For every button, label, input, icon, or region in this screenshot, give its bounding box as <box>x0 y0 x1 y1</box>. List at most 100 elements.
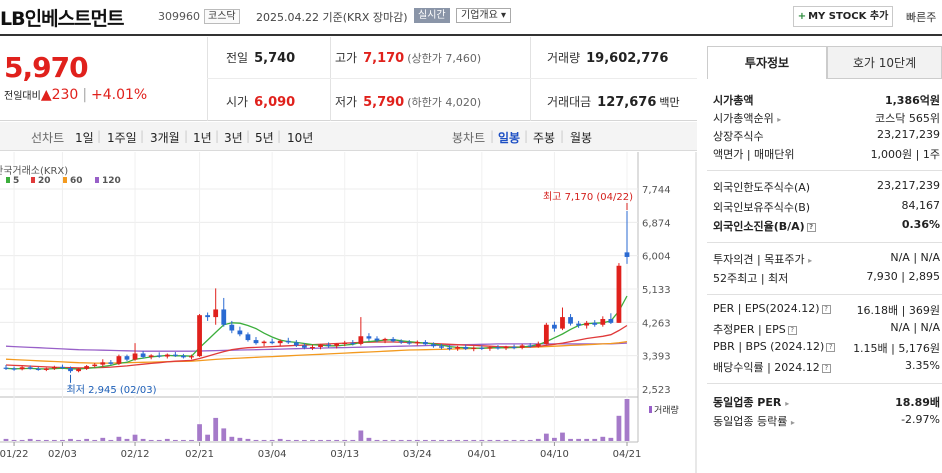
volume-bar <box>293 439 299 441</box>
period-3y[interactable]: 3년 <box>224 131 243 145</box>
candle-body <box>414 341 420 344</box>
volume-bar <box>543 433 549 441</box>
legend-label: 60 <box>70 176 83 186</box>
x-tick-label: 02/21 <box>185 449 214 460</box>
volume-bar <box>277 438 283 441</box>
candle-body <box>92 364 98 367</box>
volume-bar <box>19 439 25 441</box>
volume-bar <box>503 439 509 441</box>
candle-chart-label[interactable]: 봉차트 <box>452 131 486 145</box>
volume-bar <box>43 439 49 441</box>
candle-body <box>576 323 581 326</box>
period-1w[interactable]: 1주일 <box>107 131 137 145</box>
volume-bar <box>253 439 259 441</box>
volume-bar <box>431 439 436 441</box>
change-separator: | <box>82 87 88 103</box>
industry-per-row: 동일업종 PER ▸ 18.89배 <box>713 396 940 409</box>
candle-body <box>358 336 364 344</box>
candle-body <box>261 341 267 344</box>
legend-swatch <box>31 177 35 183</box>
volume-bar <box>406 439 412 441</box>
volume-bar <box>68 438 73 441</box>
divider <box>207 37 208 121</box>
candle-body <box>382 338 388 341</box>
high-annotation: 최고 7,170 (04/22) <box>543 191 633 203</box>
my-stock-add-button[interactable]: + MY STOCK 추가 <box>793 6 893 27</box>
chart-source-title: 한국거래소(KRX) <box>0 165 68 177</box>
candle-monthly[interactable]: 월봉 <box>570 131 593 145</box>
candle-body <box>463 346 469 349</box>
x-tick-label: 04/21 <box>613 449 642 460</box>
dividend-row: 배당수익률 | 2024.12? 3.35% <box>713 359 940 374</box>
candle-body <box>253 340 259 344</box>
volume-bar <box>116 436 122 441</box>
volume-bar <box>140 438 146 441</box>
volume-bar <box>495 439 501 441</box>
volume-bar <box>164 438 170 441</box>
help-icon[interactable]: ? <box>826 343 836 352</box>
volume-bar <box>245 438 251 441</box>
volume: 거래량 19,602,776 <box>547 51 669 66</box>
candle-body <box>600 319 606 325</box>
moving-average-ma120 <box>5 342 628 352</box>
volume-bar <box>624 399 630 441</box>
candle-body <box>406 342 412 344</box>
volume-bar <box>414 439 420 441</box>
change-percent: +4.01% <box>91 87 148 103</box>
candle-body <box>221 309 227 325</box>
period-3m[interactable]: 3개월 <box>150 131 180 145</box>
help-icon[interactable]: ? <box>821 364 831 373</box>
realtime-button[interactable]: 실시간 <box>414 8 450 23</box>
legend-label: 20 <box>38 176 51 186</box>
candle-body <box>76 368 81 372</box>
volume-bar <box>60 439 65 441</box>
candle-daily[interactable]: 일봉 <box>498 131 521 145</box>
volume-bar <box>318 439 323 441</box>
tab-investment-info[interactable]: 투자정보 <box>707 46 827 79</box>
help-icon[interactable]: ? <box>821 305 831 314</box>
candle-body <box>527 345 533 347</box>
period-1y[interactable]: 1년 <box>193 131 212 145</box>
candle-body <box>511 346 517 349</box>
x-tick-label: 04/10 <box>540 449 569 460</box>
quick-search-link[interactable]: 빠른주 <box>906 11 937 24</box>
volume-bar <box>560 432 565 441</box>
candle-body <box>285 340 291 343</box>
candle-body <box>568 317 573 324</box>
period-1d[interactable]: 1일 <box>75 131 94 145</box>
legend-label: 120 <box>102 176 121 186</box>
candle-body <box>334 343 340 346</box>
period-5y[interactable]: 5년 <box>255 131 274 145</box>
candle-body <box>245 334 251 341</box>
volume-bar <box>350 439 356 441</box>
candle-body <box>181 355 186 358</box>
candle-body <box>447 347 452 349</box>
help-icon[interactable]: ? <box>787 326 797 335</box>
volume-bar <box>156 439 162 441</box>
candle-body <box>608 319 614 323</box>
open-price: 시가 6,090 <box>226 95 296 110</box>
candle-body <box>398 341 404 343</box>
candlestick-chart-svg: 7,744 6,874 6,004 5,133 4,263 3,393 2,523 01/22… <box>0 152 697 473</box>
x-tick-label: 03/04 <box>258 449 287 460</box>
candle-body <box>552 324 557 329</box>
x-tick-label: 03/13 <box>330 449 359 460</box>
price-summary: 5,970 전일대비▲230 | +4.01% 전일 5,740 고가 7,170 (상한… <box>0 37 697 121</box>
w52-row: 52주최고 | 최저 7,930 | 2,895 <box>713 270 940 285</box>
line-chart-label[interactable]: 선차트 <box>31 131 65 145</box>
help-icon[interactable]: ? <box>806 223 816 232</box>
volume-bar <box>471 439 477 441</box>
candle-body <box>479 347 485 349</box>
volume-bar <box>84 438 90 441</box>
info-icon: ▸ <box>785 399 790 408</box>
period-10y[interactable]: 10년 <box>287 131 314 145</box>
candle-body <box>487 347 493 349</box>
candle-weekly[interactable]: 주봉 <box>533 131 556 145</box>
tab-orderbook[interactable]: 호가 10단계 <box>827 46 942 79</box>
candle-body <box>108 362 114 364</box>
candle-body <box>68 368 73 372</box>
volume-bar <box>511 439 517 441</box>
candle-body <box>11 368 17 370</box>
candle-body <box>277 340 283 344</box>
company-overview-dropdown[interactable]: 기업개요 ▾ <box>456 8 511 23</box>
